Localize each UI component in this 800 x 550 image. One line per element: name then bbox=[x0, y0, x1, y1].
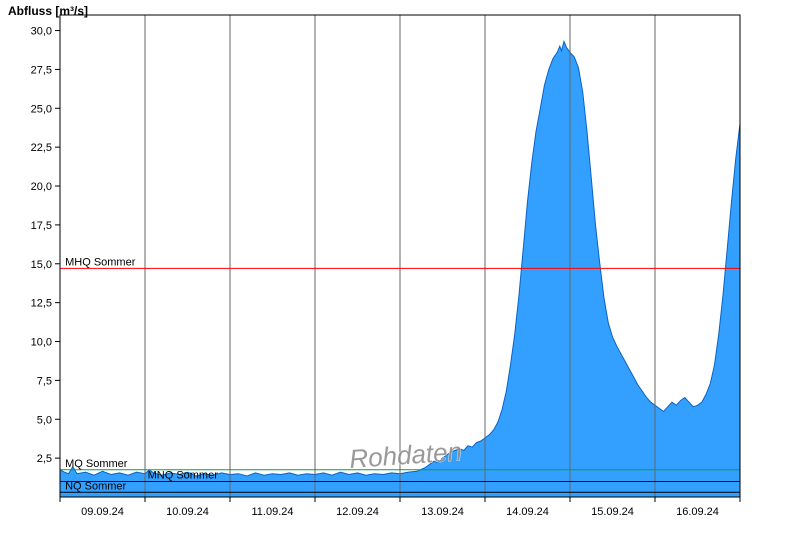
reference-line-caption: MQ Sommer bbox=[65, 458, 128, 470]
y-tick-label: 17,5 bbox=[31, 220, 52, 232]
y-tick-label: 20,0 bbox=[31, 181, 52, 193]
y-tick-label: 12,5 bbox=[31, 298, 52, 310]
y-tick-label: 7,5 bbox=[37, 375, 52, 387]
reference-line-caption: MHQ Sommer bbox=[65, 256, 136, 268]
y-tick-label: 15,0 bbox=[31, 259, 52, 271]
y-tick-label: 22,5 bbox=[31, 142, 52, 154]
y-tick-label: 25,0 bbox=[31, 103, 52, 115]
y-tick-label: 5,0 bbox=[37, 414, 52, 426]
reference-line-caption: MNQ Sommer bbox=[148, 470, 219, 482]
y-tick-label: 27,5 bbox=[31, 64, 52, 76]
y-tick-label: 30,0 bbox=[31, 26, 52, 38]
discharge-line bbox=[59, 39, 741, 477]
x-tick-label: 09.09.24 bbox=[81, 506, 124, 518]
x-tick-label: 16.09.24 bbox=[676, 506, 719, 518]
x-tick-label: 12.09.24 bbox=[336, 506, 379, 518]
y-tick-label: 2,5 bbox=[37, 453, 52, 465]
y-axis-title: Abfluss [m³/s] bbox=[8, 4, 89, 18]
x-tick-label: 10.09.24 bbox=[166, 506, 209, 518]
x-tick-label: 13.09.24 bbox=[421, 506, 464, 518]
x-tick-label: 14.09.24 bbox=[506, 506, 549, 518]
y-tick-label: 10,0 bbox=[31, 337, 52, 349]
x-tick-label: 15.09.24 bbox=[591, 506, 634, 518]
x-tick-label: 11.09.24 bbox=[251, 506, 293, 518]
reference-line-caption: NQ Sommer bbox=[65, 480, 126, 492]
watermark-rohdaten: Rohdaten bbox=[348, 436, 463, 474]
